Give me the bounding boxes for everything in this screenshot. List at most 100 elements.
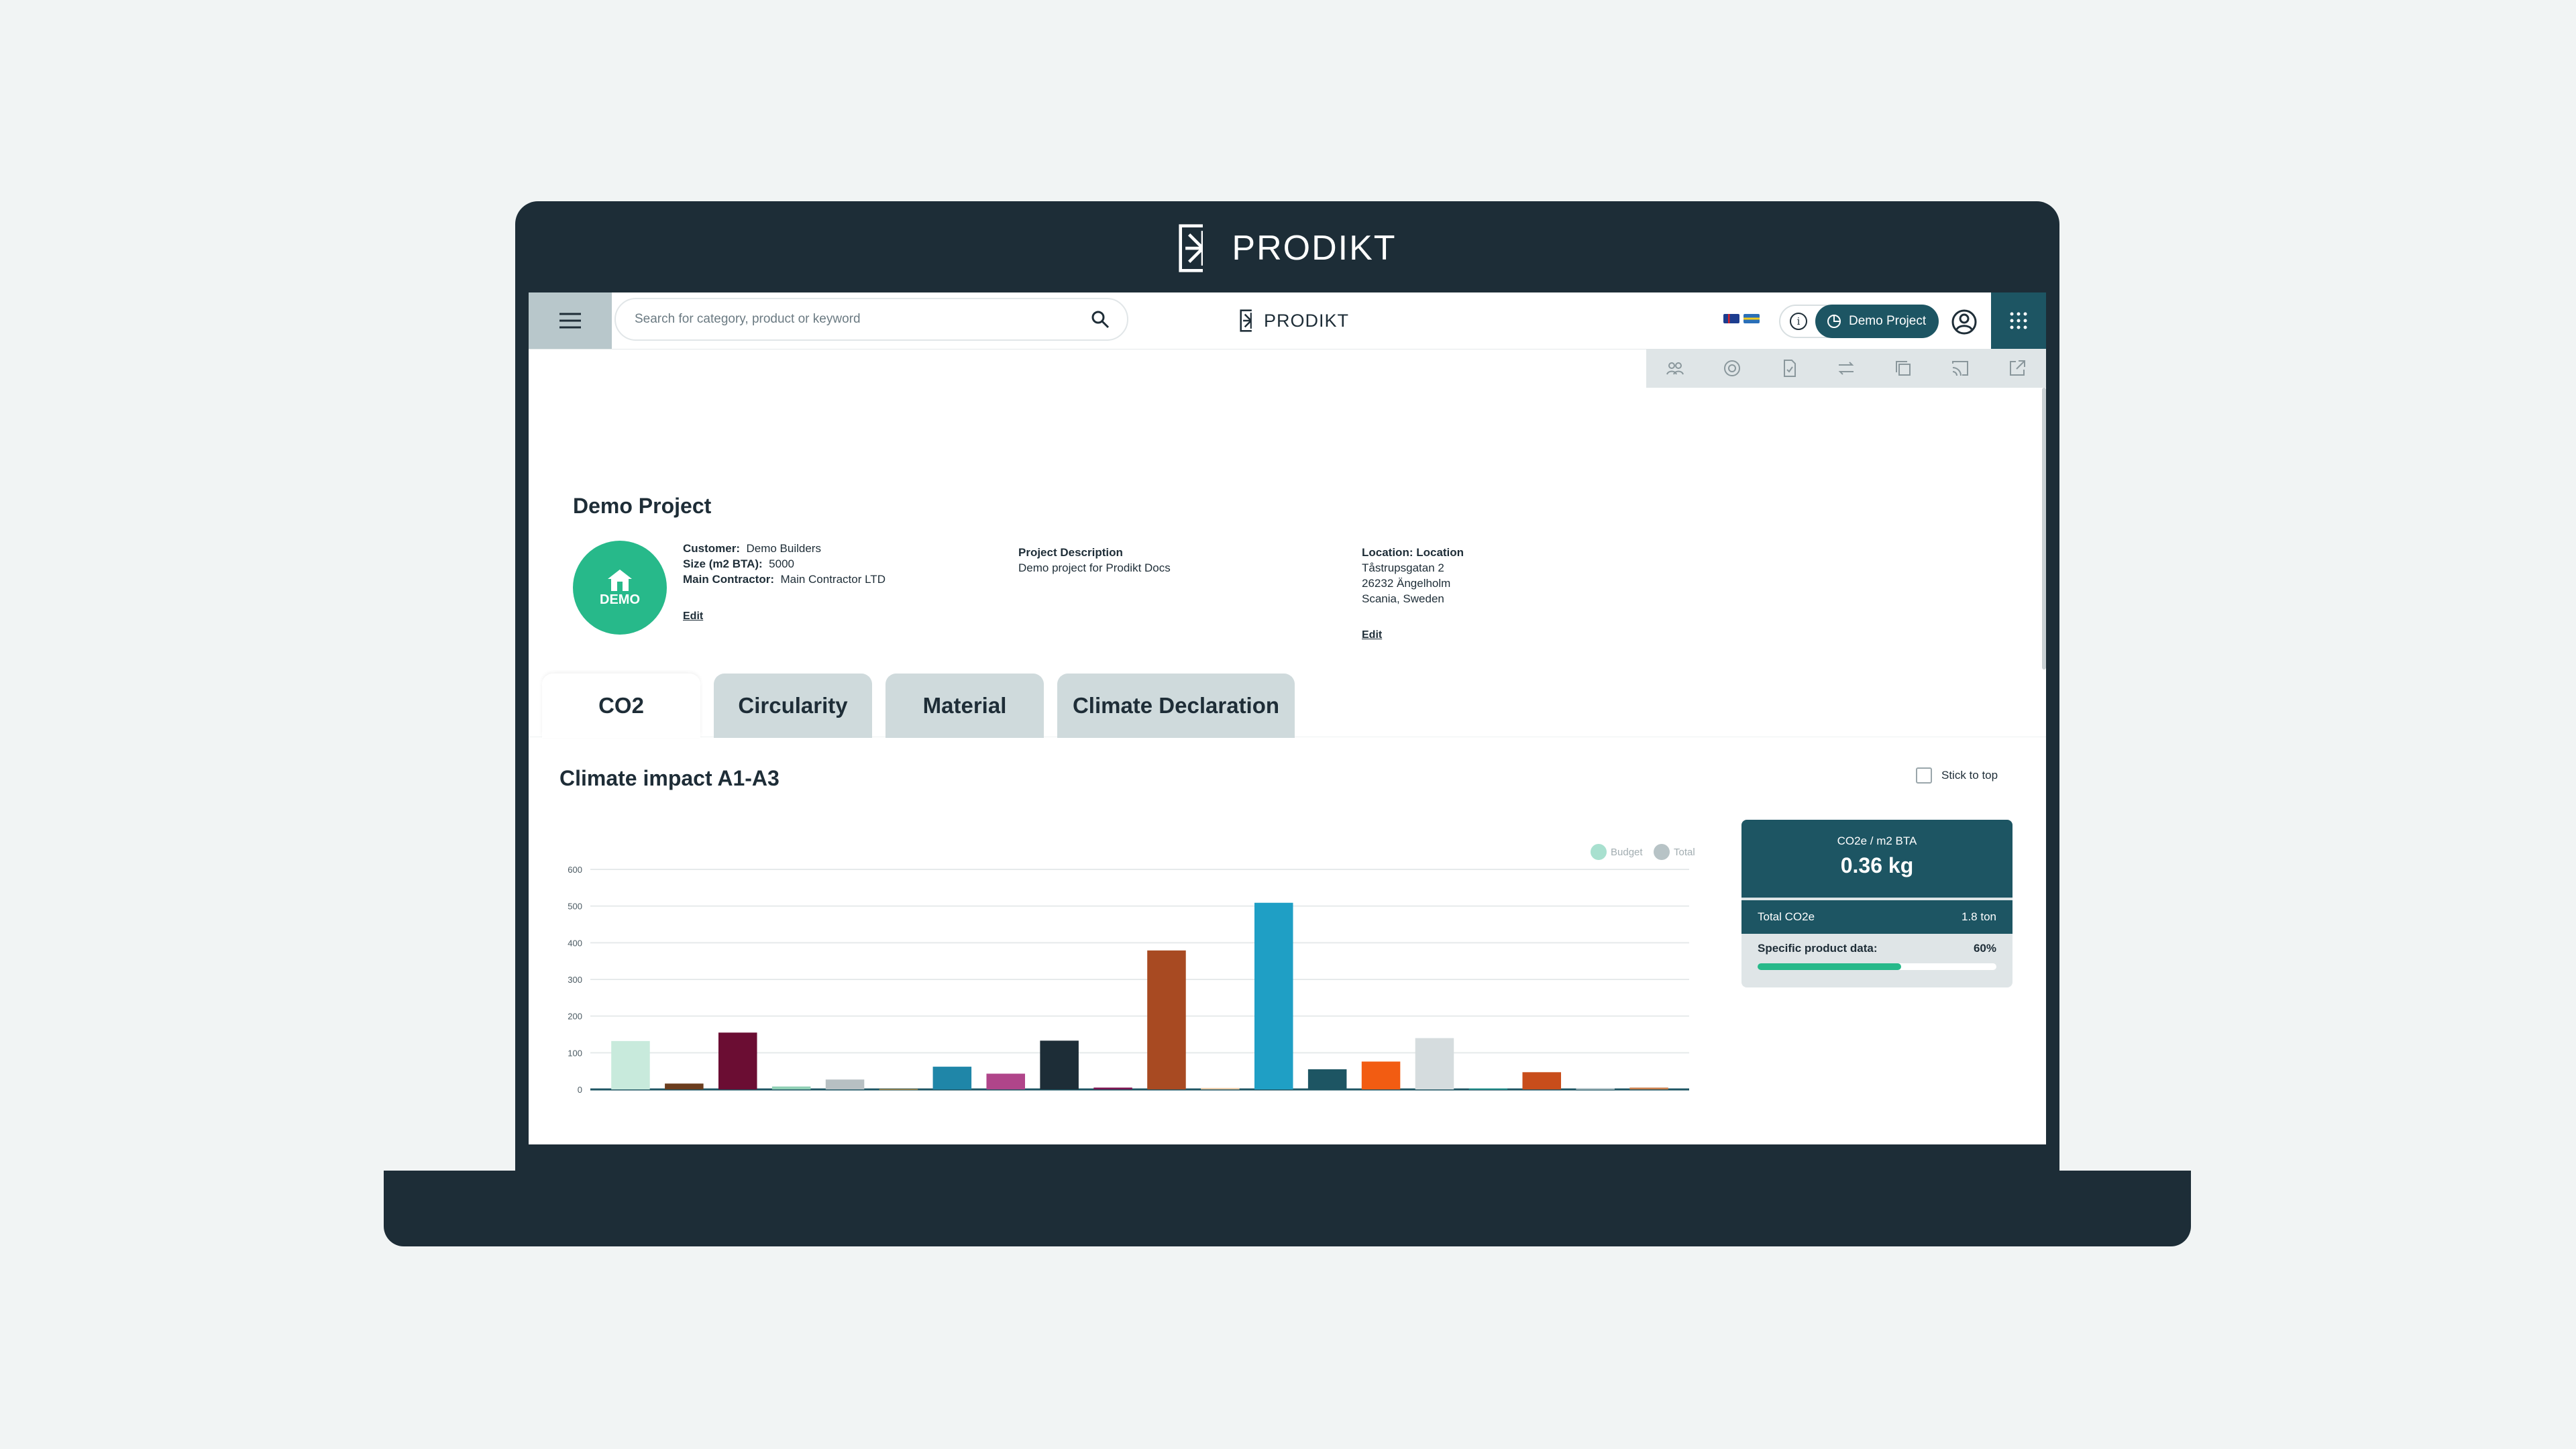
uk-flag-icon[interactable]: [1723, 314, 1739, 323]
search-icon[interactable]: [1091, 310, 1110, 329]
house-icon: [608, 569, 632, 591]
description-value: Demo project for Prodikt Docs: [1018, 561, 1171, 574]
project-selector-label: Demo Project: [1849, 314, 1927, 328]
y-tick-label: 500: [568, 902, 582, 912]
project-details: Customer: Demo Builders Size (m2 BTA): 5…: [683, 541, 885, 587]
info-icon: i: [1790, 313, 1807, 330]
project-title: Demo Project: [573, 494, 712, 518]
pie-chart-icon: [1827, 315, 1841, 328]
specific-data-value: 60%: [1973, 942, 1996, 955]
project-location: Location: Location Tåstrupsgatan 2 26232…: [1362, 545, 1464, 606]
document-icon[interactable]: [1779, 358, 1799, 378]
legend-label: Budget: [1611, 847, 1643, 858]
center-logo[interactable]: PRODIKT: [1240, 305, 1349, 337]
chart-bar[interactable]: [771, 1086, 811, 1089]
scrollbar[interactable]: [2042, 388, 2046, 669]
total-co2-row: Total CO2e 1.8 ton: [1741, 900, 2012, 934]
chart-bar[interactable]: [932, 1067, 972, 1089]
tab-bar: CO2 Circularity Material Climate Declara…: [542, 674, 1295, 738]
location-label: Location: Location: [1362, 546, 1464, 559]
cast-icon[interactable]: [1950, 358, 1970, 378]
external-link-icon[interactable]: [2007, 358, 2027, 378]
co2-per-area-label: CO2e / m2 BTA: [1837, 835, 1917, 847]
stick-to-top-toggle[interactable]: Stick to top: [1916, 767, 1998, 784]
specific-data-label: Specific product data:: [1758, 942, 1878, 955]
project-avatar: DEMO: [573, 541, 667, 635]
sweden-flag-icon[interactable]: [1743, 314, 1760, 323]
center-logo-text: PRODIKT: [1264, 310, 1350, 331]
legend-swatch: [1591, 844, 1607, 860]
project-selector-button[interactable]: Demo Project: [1815, 305, 1939, 338]
users-icon[interactable]: [1665, 358, 1685, 378]
co2-stats-card: CO2e / m2 BTA 0.36 kg Total CO2e 1.8 ton…: [1741, 820, 2012, 987]
total-co2-label: Total CO2e: [1758, 910, 1815, 923]
chart-bar[interactable]: [1629, 1087, 1668, 1089]
y-tick-label: 100: [568, 1048, 582, 1058]
prodikt-logo-icon: [1179, 223, 1228, 273]
tab-material[interactable]: Material: [885, 674, 1044, 738]
y-tick-label: 400: [568, 938, 582, 948]
size-label: Size (m2 BTA):: [683, 557, 763, 570]
stick-to-top-label: Stick to top: [1941, 769, 1998, 782]
y-tick-label: 300: [568, 975, 582, 985]
specific-data-progress-fill: [1758, 963, 1901, 970]
chart-bar[interactable]: [1201, 1087, 1240, 1089]
grid-icon: [2010, 312, 2027, 329]
location-line3: Scania, Sweden: [1362, 592, 1444, 605]
contractor-label: Main Contractor:: [683, 573, 774, 586]
specific-data-row: Specific product data: 60%: [1741, 934, 2012, 955]
co2-per-area: CO2e / m2 BTA 0.36 kg: [1741, 820, 2012, 898]
tool-strip: [1646, 349, 2046, 388]
chart-bar[interactable]: [1361, 1061, 1401, 1089]
co2-per-area-value: 0.36 kg: [1840, 853, 1914, 877]
edit-location-link[interactable]: Edit: [1362, 629, 1383, 641]
section-title: Climate impact A1-A3: [559, 766, 780, 790]
compare-icon[interactable]: [1836, 358, 1856, 378]
search-bar[interactable]: [614, 298, 1128, 341]
chart-bar[interactable]: [718, 1032, 757, 1089]
chart-bar[interactable]: [1040, 1040, 1079, 1089]
hamburger-menu-button[interactable]: [529, 292, 612, 349]
legend-label: Total: [1674, 847, 1695, 858]
chart-bar[interactable]: [611, 1040, 650, 1089]
legend-swatch: [1654, 844, 1670, 860]
copy-icon[interactable]: [1893, 358, 1913, 378]
location-line2: 26232 Ängelholm: [1362, 577, 1451, 590]
y-tick-label: 0: [578, 1085, 582, 1095]
customer-label: Customer:: [683, 542, 741, 555]
contractor-value: Main Contractor LTD: [780, 573, 885, 586]
chart-bar[interactable]: [665, 1083, 704, 1089]
apps-grid-button[interactable]: [1991, 292, 2046, 349]
chart-bar[interactable]: [1522, 1072, 1562, 1089]
stick-to-top-checkbox[interactable]: [1916, 767, 1932, 784]
location-line1: Tåstrupsgatan 2: [1362, 561, 1444, 574]
chart-bar[interactable]: [1307, 1069, 1347, 1089]
y-tick-label: 200: [568, 1012, 582, 1022]
brand-name: PRODIKT: [1232, 229, 1397, 268]
chart-bar[interactable]: [825, 1079, 865, 1089]
chart-bar[interactable]: [1254, 902, 1293, 1089]
description-label: Project Description: [1018, 546, 1123, 559]
chart-bar[interactable]: [986, 1073, 1026, 1089]
size-value: 5000: [769, 557, 794, 570]
top-bar: PRODIKT i Demo Project: [529, 292, 2046, 350]
specific-data-progress: [1758, 963, 1996, 970]
tab-climate-declaration[interactable]: Climate Declaration: [1057, 674, 1295, 738]
chart-bar[interactable]: [1415, 1038, 1454, 1089]
tab-circularity[interactable]: Circularity: [714, 674, 872, 738]
total-co2-value: 1.8 ton: [1962, 910, 1996, 923]
search-input[interactable]: [633, 311, 1091, 327]
y-tick-label: 600: [568, 865, 582, 875]
app-screen: PRODIKT i Demo Project: [529, 292, 2046, 1144]
edit-project-link[interactable]: Edit: [683, 610, 704, 622]
user-account-icon[interactable]: [1951, 309, 1978, 335]
laptop-lid: PRODIKT PRODIKT: [515, 201, 2059, 1174]
tab-co2[interactable]: CO2: [542, 674, 700, 738]
chart-bar[interactable]: [1147, 950, 1186, 1089]
prodikt-logo-icon: [1240, 309, 1263, 332]
hamburger-icon: [559, 313, 581, 329]
target-icon[interactable]: [1722, 358, 1742, 378]
project-description: Project Description Demo project for Pro…: [1018, 545, 1171, 576]
chart-bar[interactable]: [1093, 1087, 1132, 1089]
brand-logo: PRODIKT: [515, 221, 2059, 275]
